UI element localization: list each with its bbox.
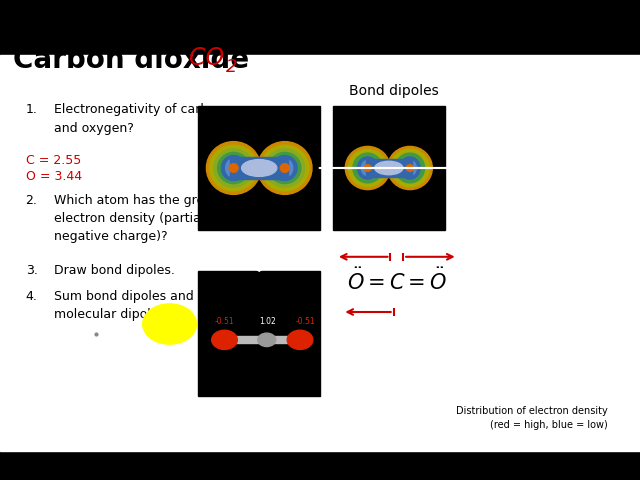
Text: 2.: 2. <box>26 194 38 207</box>
Ellipse shape <box>346 146 390 190</box>
Text: $\ddot{O}=C=\ddot{O}$: $\ddot{O}=C=\ddot{O}$ <box>347 268 447 294</box>
Circle shape <box>258 333 276 347</box>
Ellipse shape <box>400 157 420 179</box>
Ellipse shape <box>364 165 371 171</box>
Ellipse shape <box>396 153 425 183</box>
Ellipse shape <box>242 159 277 176</box>
Bar <box>252 234 266 255</box>
Bar <box>220 336 300 343</box>
Text: 2: 2 <box>226 58 237 76</box>
Ellipse shape <box>391 149 429 187</box>
Circle shape <box>143 304 196 344</box>
Text: 1.02: 1.02 <box>260 317 276 326</box>
Bar <box>366 159 412 177</box>
Ellipse shape <box>261 145 309 191</box>
Ellipse shape <box>277 159 293 177</box>
Ellipse shape <box>388 146 433 190</box>
Polygon shape <box>235 255 284 271</box>
Text: 3.: 3. <box>26 264 38 277</box>
Text: Bond dipoles: Bond dipoles <box>349 84 438 98</box>
Ellipse shape <box>353 153 383 183</box>
Text: O = 3.44: O = 3.44 <box>26 170 82 183</box>
Text: 4.: 4. <box>26 290 38 303</box>
Ellipse shape <box>207 142 261 194</box>
Ellipse shape <box>406 165 413 171</box>
Bar <box>198 271 320 396</box>
Text: Draw bond dipoles.: Draw bond dipoles. <box>54 264 175 277</box>
Text: Carbon dioxide: Carbon dioxide <box>13 46 249 74</box>
Ellipse shape <box>361 160 374 176</box>
Ellipse shape <box>280 164 289 172</box>
Ellipse shape <box>357 157 378 179</box>
Ellipse shape <box>229 164 238 172</box>
Ellipse shape <box>210 145 258 191</box>
Bar <box>333 106 445 230</box>
Ellipse shape <box>404 160 417 176</box>
Text: CO: CO <box>189 46 224 70</box>
Bar <box>0 451 640 480</box>
Ellipse shape <box>269 153 301 184</box>
Text: 1.: 1. <box>26 103 38 116</box>
Bar <box>198 106 320 230</box>
Text: -0.51: -0.51 <box>214 317 234 326</box>
Text: C = 2.55: C = 2.55 <box>26 154 81 167</box>
Text: Distribution of electron density
(red = high, blue = low): Distribution of electron density (red = … <box>456 406 608 430</box>
Ellipse shape <box>265 149 305 187</box>
Ellipse shape <box>226 159 242 177</box>
Ellipse shape <box>273 156 297 180</box>
Text: -0.51: -0.51 <box>295 317 315 326</box>
Text: Electronegativity of carbon
and oxygen?: Electronegativity of carbon and oxygen? <box>54 103 224 135</box>
Bar <box>0 0 640 55</box>
Circle shape <box>287 330 313 349</box>
Ellipse shape <box>258 142 312 194</box>
Ellipse shape <box>218 153 250 184</box>
Bar <box>0 55 640 451</box>
Ellipse shape <box>214 149 253 187</box>
Text: Sum bond dipoles and draw
molecular dipole.: Sum bond dipoles and draw molecular dipo… <box>54 290 229 322</box>
Ellipse shape <box>349 149 387 187</box>
Text: Which atom has the greater
electron density (partial
negative charge)?: Which atom has the greater electron dens… <box>54 194 230 243</box>
Circle shape <box>212 330 237 349</box>
Ellipse shape <box>375 161 403 175</box>
Ellipse shape <box>221 156 246 180</box>
Bar <box>230 157 288 179</box>
